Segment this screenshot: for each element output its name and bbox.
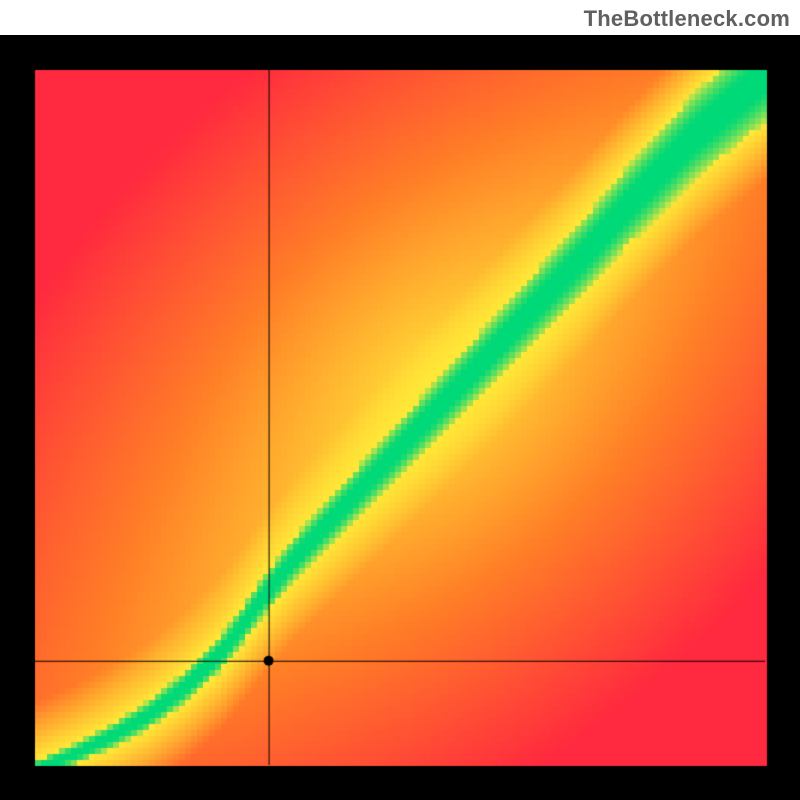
heatmap-canvas — [0, 35, 800, 800]
bottleneck-chart — [0, 35, 800, 800]
watermark: TheBottleneck.com — [584, 6, 790, 32]
